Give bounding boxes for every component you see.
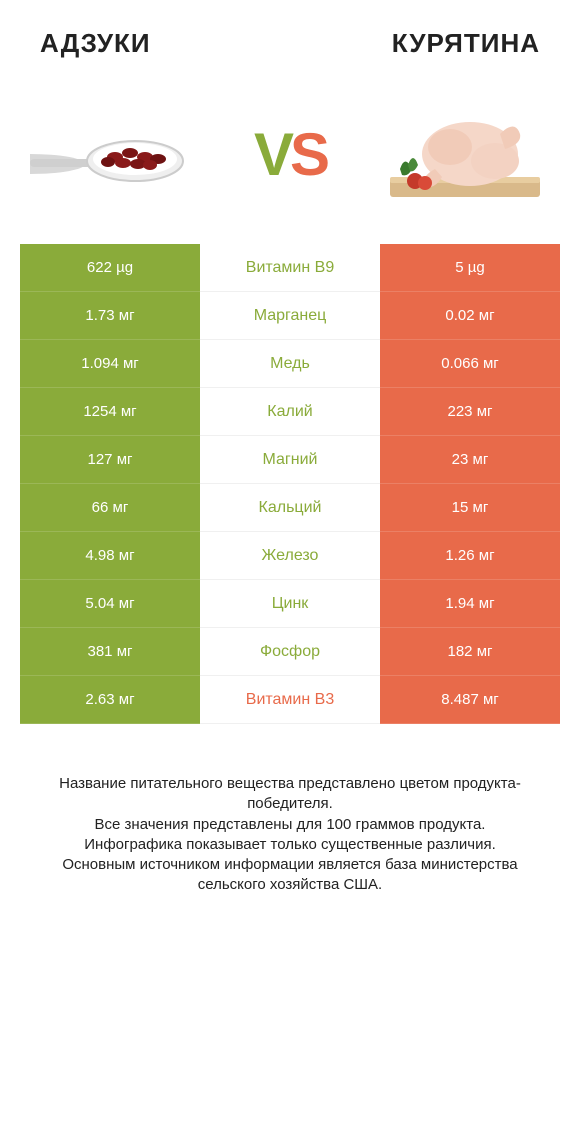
cell-nutrient-label: Магний (200, 436, 380, 484)
left-product-image (30, 94, 200, 214)
cell-nutrient-label: Калий (200, 388, 380, 436)
cell-nutrient-label: Железо (200, 532, 380, 580)
spoon-beans-icon (30, 109, 200, 199)
cell-left-value: 1.73 мг (20, 292, 200, 340)
cell-right-value: 23 мг (380, 436, 560, 484)
vs-label: V S (254, 120, 326, 189)
vs-s: S (290, 120, 326, 189)
comparison-table: 622 µgВитамин B95 µg1.73 мгМарганец0.02 … (0, 244, 580, 724)
footer-line: Инфографика показывает только существенн… (30, 835, 550, 855)
cell-left-value: 622 µg (20, 244, 200, 292)
footer-notes: Название питательного вещества представл… (0, 724, 580, 896)
cell-nutrient-label: Марганец (200, 292, 380, 340)
cell-right-value: 1.26 мг (380, 532, 560, 580)
footer-line: Основным источником информации является … (30, 855, 550, 896)
cell-nutrient-label: Фосфор (200, 628, 380, 676)
cell-nutrient-label: Витамин B3 (200, 676, 380, 724)
cell-left-value: 1254 мг (20, 388, 200, 436)
cell-left-value: 127 мг (20, 436, 200, 484)
cell-nutrient-label: Цинк (200, 580, 380, 628)
cell-right-value: 8.487 мг (380, 676, 560, 724)
vs-v: V (254, 120, 290, 189)
cell-nutrient-label: Кальций (200, 484, 380, 532)
cell-left-value: 4.98 мг (20, 532, 200, 580)
cell-left-value: 1.094 мг (20, 340, 200, 388)
cell-right-value: 15 мг (380, 484, 560, 532)
table-row: 5.04 мгЦинк1.94 мг (20, 580, 560, 628)
cell-nutrient-label: Витамин B9 (200, 244, 380, 292)
cell-right-value: 5 µg (380, 244, 560, 292)
cell-left-value: 381 мг (20, 628, 200, 676)
cell-left-value: 2.63 мг (20, 676, 200, 724)
cell-left-value: 66 мг (20, 484, 200, 532)
raw-chicken-icon (380, 99, 550, 209)
table-row: 127 мгМагний23 мг (20, 436, 560, 484)
cell-right-value: 0.02 мг (380, 292, 560, 340)
table-row: 622 µgВитамин B95 µg (20, 244, 560, 292)
cell-left-value: 5.04 мг (20, 580, 200, 628)
table-row: 4.98 мгЖелезо1.26 мг (20, 532, 560, 580)
table-row: 66 мгКальций15 мг (20, 484, 560, 532)
table-row: 1.094 мгМедь0.066 мг (20, 340, 560, 388)
title-left: АДЗУКИ (40, 28, 151, 59)
vs-row: V S (0, 69, 580, 244)
footer-line: Название питательного вещества представл… (30, 774, 550, 815)
cell-right-value: 182 мг (380, 628, 560, 676)
table-row: 2.63 мгВитамин B38.487 мг (20, 676, 560, 724)
table-row: 381 мгФосфор182 мг (20, 628, 560, 676)
title-right: КУРЯТИНА (392, 28, 540, 59)
table-row: 1.73 мгМарганец0.02 мг (20, 292, 560, 340)
table-row: 1254 мгКалий223 мг (20, 388, 560, 436)
right-product-image (380, 94, 550, 214)
cell-nutrient-label: Медь (200, 340, 380, 388)
header: АДЗУКИ КУРЯТИНА (0, 0, 580, 69)
footer-line: Все значения представлены для 100 граммо… (30, 815, 550, 835)
cell-right-value: 223 мг (380, 388, 560, 436)
cell-right-value: 0.066 мг (380, 340, 560, 388)
cell-right-value: 1.94 мг (380, 580, 560, 628)
